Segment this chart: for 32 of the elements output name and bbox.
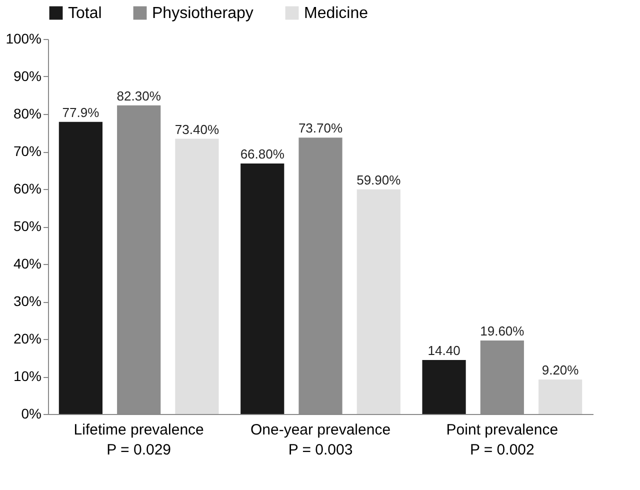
data-label: 73.40% <box>174 122 220 137</box>
y-tick-label: 50% <box>13 218 42 234</box>
data-label: 9.20% <box>542 362 580 378</box>
data-label: 82.30% <box>116 88 162 104</box>
legend-label: Physiotherapy <box>152 5 254 22</box>
y-tick-label: 90% <box>13 68 42 84</box>
y-tick-label: 10% <box>13 368 42 384</box>
y-tick-label: 60% <box>13 180 42 196</box>
data-label: 19.60% <box>480 324 525 338</box>
bar <box>422 360 466 414</box>
data-label: 73.70% <box>298 120 343 136</box>
y-tick-label: 20% <box>13 330 42 346</box>
data-label: 14.40 <box>428 343 460 358</box>
x-tick-label: Point prevalence P = 0.002 <box>446 422 558 458</box>
y-tick-label: 30% <box>13 293 42 309</box>
y-tick-label: 100% <box>6 30 42 46</box>
bar <box>58 122 102 414</box>
legend-label: Total <box>68 5 102 22</box>
y-tick-label: 70% <box>13 143 42 159</box>
data-label: 66.80% <box>240 146 285 162</box>
y-tick-label: 0% <box>21 406 42 422</box>
y-tick-label: 40% <box>13 256 42 272</box>
x-tick-label: One-year prevalence P = 0.003 <box>250 422 391 458</box>
legend-label: Medicine <box>304 5 368 22</box>
data-label: 59.90% <box>356 172 402 188</box>
y-tick-label: 80% <box>13 106 42 122</box>
bar <box>240 164 284 414</box>
bar <box>538 380 582 414</box>
x-tick-label: Lifetime prevalence P = 0.029 <box>74 422 204 458</box>
data-label: 77.9% <box>62 104 100 120</box>
bar <box>175 138 219 414</box>
bar <box>356 189 400 414</box>
